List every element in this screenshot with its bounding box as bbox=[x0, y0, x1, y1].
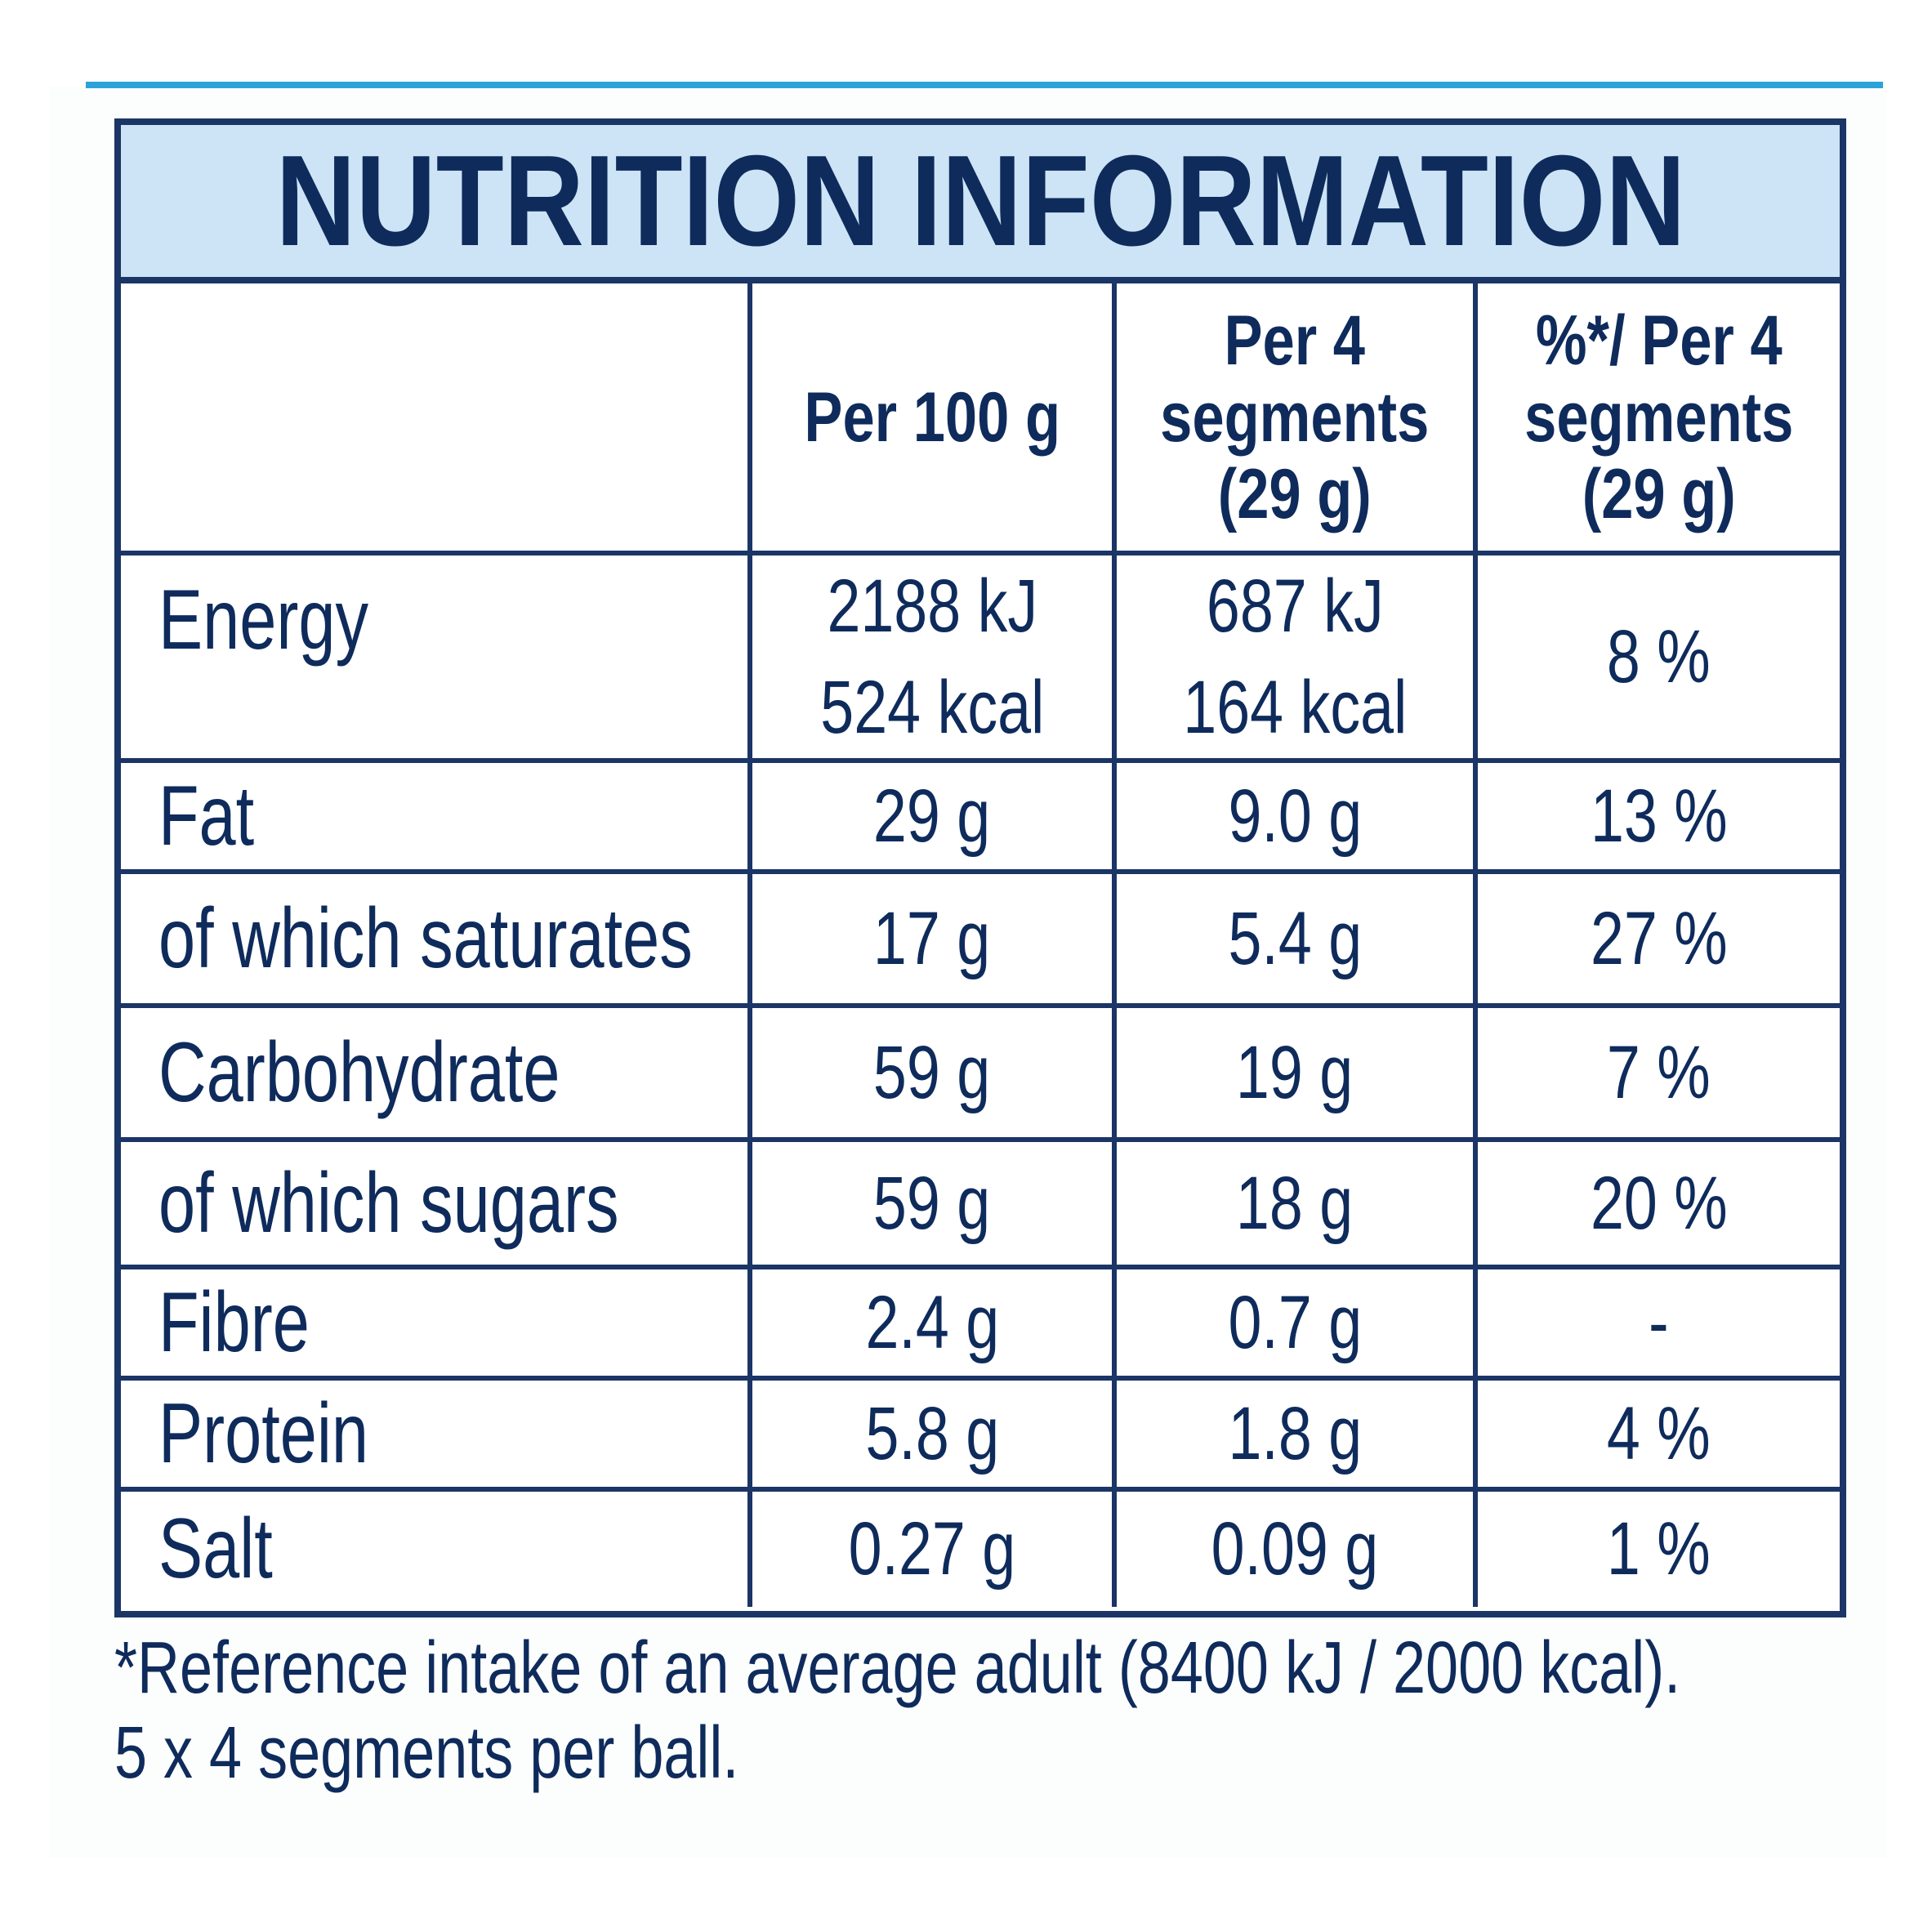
fat-per-100g: 29 g bbox=[747, 758, 1117, 874]
nutrition-title: NUTRITION INFORMATION bbox=[275, 128, 1685, 273]
table-row-protein: Protein 5.8 g 1.8 g 4 % bbox=[121, 1376, 1840, 1492]
header-per-4-segments: Per 4 segments (29 g) bbox=[1112, 283, 1478, 556]
saturates-per-4-segments: 5.4 g bbox=[1112, 869, 1478, 1008]
fibre-per-100g: 2.4 g bbox=[747, 1265, 1117, 1381]
sugars-reference-intake: 20 % bbox=[1473, 1137, 1840, 1269]
fibre-reference-intake: - bbox=[1473, 1265, 1840, 1381]
header-ri-line1: %*/ Per 4 bbox=[1535, 301, 1783, 380]
protein-per-100g: 5.8 g bbox=[747, 1376, 1117, 1492]
carbohydrate-per-4-segments: 19 g bbox=[1112, 1003, 1478, 1142]
energy-reference-intake: 8 % bbox=[1473, 551, 1840, 763]
energy-per-100g: 2188 kJ 524 kcal bbox=[747, 551, 1117, 763]
row-name: Carbohydrate bbox=[121, 1003, 752, 1142]
header-row: Per 100 g Per 4 segments (29 g) %*/ Per … bbox=[121, 283, 1840, 556]
fibre-per-4-segments: 0.7 g bbox=[1112, 1265, 1478, 1381]
saturates-per-100g: 17 g bbox=[747, 869, 1117, 1008]
table-row-salt: Salt 0.27 g 0.09 g 1 % bbox=[121, 1487, 1840, 1607]
protein-reference-intake: 4 % bbox=[1473, 1376, 1840, 1492]
salt-reference-intake: 1 % bbox=[1473, 1487, 1840, 1607]
sugars-per-4-segments: 18 g bbox=[1112, 1137, 1478, 1269]
table-row-sugars: of which sugars 59 g 18 g 20 % bbox=[121, 1137, 1840, 1269]
footnote: *Reference intake of an average adult (8… bbox=[114, 1626, 1879, 1796]
table-row-fat: Fat 29 g 9.0 g 13 % bbox=[121, 758, 1840, 874]
row-name: of which sugars bbox=[121, 1137, 752, 1269]
table-row-fibre: Fibre 2.4 g 0.7 g - bbox=[121, 1265, 1840, 1381]
table-row-energy: Energy 2188 kJ 524 kcal 687 kJ 164 kcal … bbox=[121, 551, 1840, 763]
header-per-100g: Per 100 g bbox=[747, 283, 1117, 556]
row-name: Energy bbox=[121, 551, 752, 763]
top-accent-rule bbox=[86, 82, 1883, 88]
fat-reference-intake: 13 % bbox=[1473, 758, 1840, 874]
fat-per-4-segments: 9.0 g bbox=[1112, 758, 1478, 874]
header-ri-line3: (29 g) bbox=[1582, 454, 1736, 533]
nutrition-label: NUTRITION INFORMATION Per 100 g Per 4 se… bbox=[114, 118, 1846, 1617]
footnote-line-2: 5 x 4 segments per ball. bbox=[114, 1712, 739, 1794]
header-per4-line1: Per 4 bbox=[1224, 301, 1366, 380]
header-reference-intake: %*/ Per 4 segments (29 g) bbox=[1473, 283, 1840, 556]
sugars-per-100g: 59 g bbox=[747, 1137, 1117, 1269]
energy-per-4-segments: 687 kJ 164 kcal bbox=[1112, 551, 1478, 763]
row-name: Fibre bbox=[121, 1265, 752, 1381]
header-per4-line2: segments bbox=[1160, 377, 1430, 457]
table-row-carbohydrate: Carbohydrate 59 g 19 g 7 % bbox=[121, 1003, 1840, 1142]
row-name: Fat bbox=[121, 758, 752, 874]
salt-per-4-segments: 0.09 g bbox=[1112, 1487, 1478, 1607]
carbohydrate-per-100g: 59 g bbox=[747, 1003, 1117, 1142]
salt-per-100g: 0.27 g bbox=[747, 1487, 1117, 1607]
row-name: Salt bbox=[121, 1487, 752, 1607]
header-empty-cell bbox=[121, 283, 752, 556]
header-ri-line2: segments bbox=[1524, 377, 1794, 457]
saturates-reference-intake: 27 % bbox=[1473, 869, 1840, 1008]
footnote-line-1: *Reference intake of an average adult (8… bbox=[114, 1627, 1681, 1709]
nutrition-table: Per 100 g Per 4 segments (29 g) %*/ Per … bbox=[121, 283, 1840, 1607]
carbohydrate-reference-intake: 7 % bbox=[1473, 1003, 1840, 1142]
row-name: of which saturates bbox=[121, 869, 752, 1008]
header-per4-line3: (29 g) bbox=[1217, 454, 1372, 533]
protein-per-4-segments: 1.8 g bbox=[1112, 1376, 1478, 1492]
table-row-saturates: of which saturates 17 g 5.4 g 27 % bbox=[121, 869, 1840, 1008]
title-bar: NUTRITION INFORMATION bbox=[121, 125, 1840, 283]
row-name: Protein bbox=[121, 1376, 752, 1492]
